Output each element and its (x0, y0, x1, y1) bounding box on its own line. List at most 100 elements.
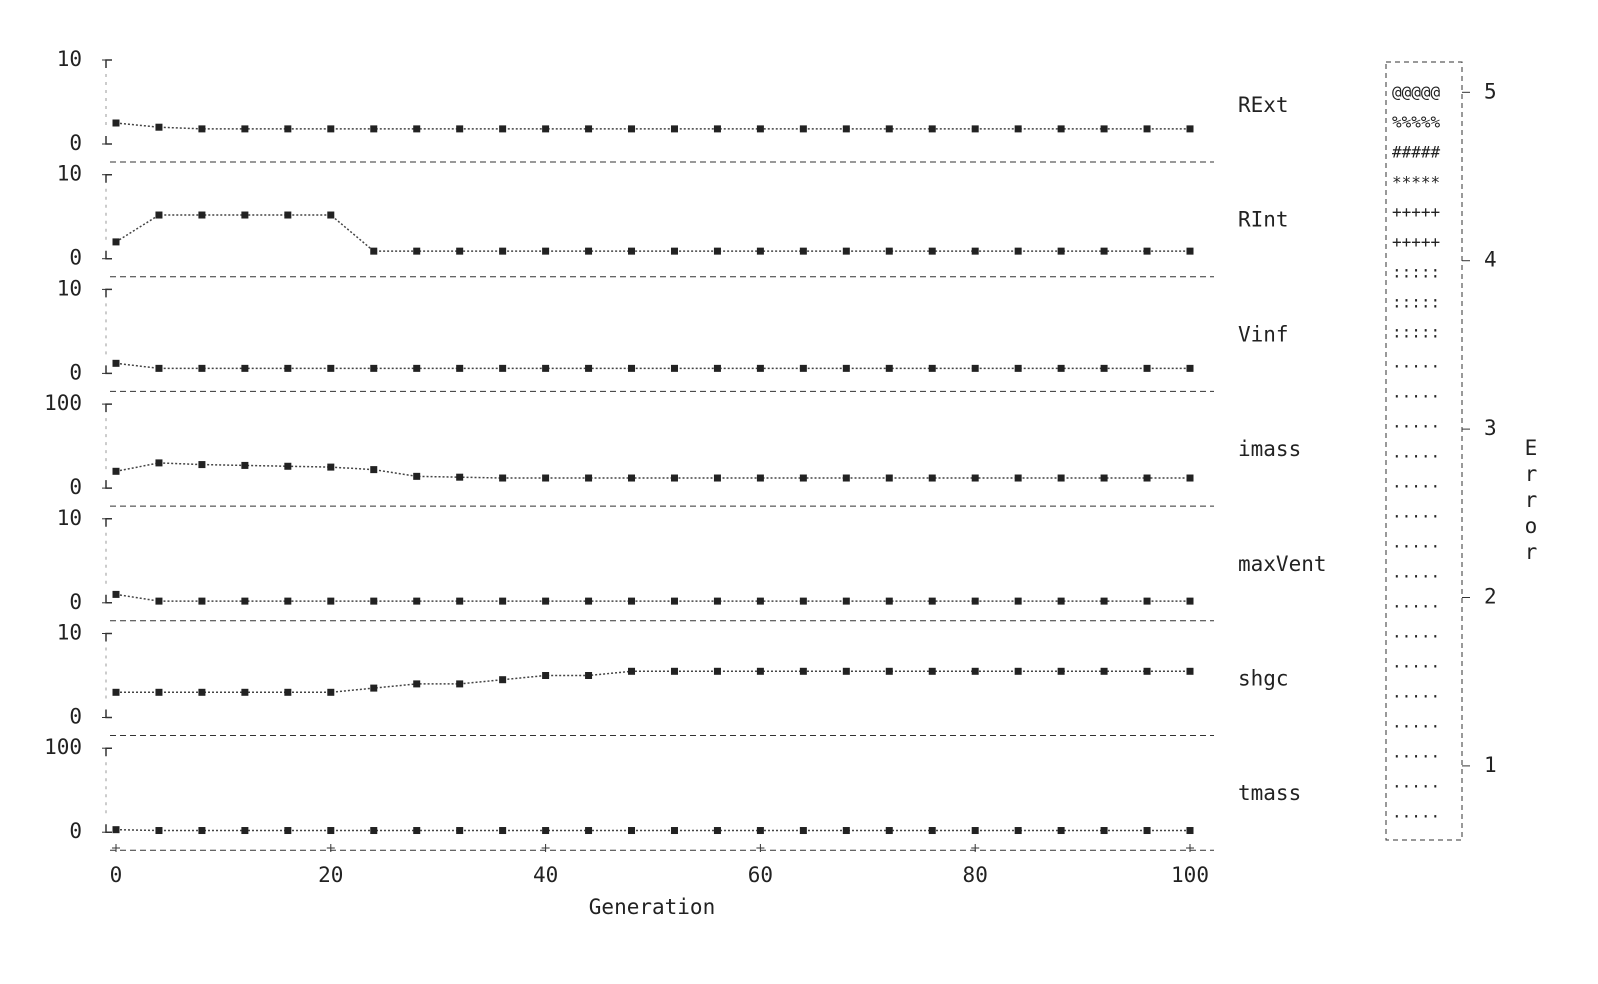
point (885, 827, 893, 835)
point (842, 247, 850, 255)
point (628, 474, 636, 482)
point (928, 247, 936, 255)
point (842, 125, 850, 133)
point (284, 462, 292, 470)
point (241, 688, 249, 696)
colorbar-symbol: ..... (1392, 683, 1440, 702)
point (499, 247, 507, 255)
point (799, 597, 807, 605)
trace (115, 214, 1190, 252)
point (971, 247, 979, 255)
point (1143, 827, 1151, 835)
y-tick-label: 10 (57, 506, 82, 530)
colorbar-tick-label: 5 (1484, 79, 1497, 103)
point (756, 247, 764, 255)
point (155, 211, 163, 219)
point (327, 688, 335, 696)
point (1186, 247, 1194, 255)
colorbar-symbol: ..... (1392, 503, 1440, 522)
point (799, 474, 807, 482)
y-tick-label: 0 (69, 819, 82, 843)
point (198, 364, 206, 372)
colorbar-symbol: ..... (1392, 593, 1440, 612)
colorbar-symbol: ..... (1392, 383, 1440, 402)
x-tick-label: 20 (318, 863, 343, 887)
point (542, 672, 550, 679)
point (1100, 827, 1108, 835)
y-tick-label: 0 (69, 590, 82, 614)
point (713, 125, 721, 133)
colorbar-tick-label: 2 (1484, 585, 1497, 609)
point (413, 125, 421, 133)
colorbar-symbol: ..... (1392, 563, 1440, 582)
point (928, 667, 936, 675)
point (327, 463, 335, 471)
point (284, 364, 292, 372)
point (542, 474, 550, 482)
point (885, 474, 893, 482)
colorbar-symbol: ***** (1392, 173, 1440, 192)
point (1014, 364, 1022, 372)
point (713, 827, 721, 835)
point (713, 364, 721, 372)
point (670, 125, 678, 133)
y-tick-label: 10 (57, 621, 82, 645)
point (241, 461, 249, 469)
point (1186, 667, 1194, 675)
y-tick-label: 0 (69, 360, 82, 384)
point (971, 125, 979, 133)
point (155, 123, 163, 131)
panel-label: RExt (1238, 93, 1289, 117)
colorbar-symbol: ..... (1392, 743, 1440, 762)
point (799, 827, 807, 835)
point (327, 364, 335, 372)
point (198, 688, 206, 696)
point (1143, 125, 1151, 133)
colorbar-symbol: ..... (1392, 533, 1440, 552)
point (1186, 474, 1194, 482)
point (885, 247, 893, 255)
colorbar-symbol: ..... (1392, 473, 1440, 492)
point (112, 467, 120, 475)
point (971, 667, 979, 675)
x-tick (756, 844, 765, 852)
point (413, 247, 421, 255)
point (370, 827, 378, 835)
trace (116, 670, 1190, 694)
point (628, 827, 636, 835)
point (542, 364, 550, 372)
point (370, 247, 378, 255)
trace (115, 122, 1190, 130)
point (1100, 474, 1108, 482)
point (756, 125, 764, 133)
x-tick-label: 100 (1171, 863, 1209, 887)
point (1057, 247, 1065, 255)
point (1143, 597, 1151, 605)
point (1057, 597, 1065, 605)
point (628, 125, 636, 133)
point (112, 359, 120, 367)
point (327, 597, 335, 605)
x-tick (1186, 844, 1194, 852)
point (885, 125, 893, 133)
panel-bracket (105, 747, 112, 833)
point (1057, 364, 1065, 372)
point (1186, 125, 1194, 133)
point (155, 459, 163, 467)
y-tick-label: 0 (69, 246, 82, 270)
point (713, 474, 721, 482)
y-tick-label: 100 (44, 735, 82, 759)
colorbar-symbol: ::::: (1392, 293, 1440, 312)
point (284, 688, 292, 696)
point (1100, 667, 1108, 675)
point (585, 125, 593, 133)
trace (115, 462, 1190, 479)
panel-label: Vinf (1238, 322, 1289, 346)
point (542, 827, 550, 835)
point (413, 597, 421, 605)
colorbar-tick-label: 3 (1484, 416, 1497, 440)
point (1057, 827, 1065, 835)
point (1143, 667, 1151, 675)
panel-bracket (105, 59, 112, 145)
y-tick-label: 0 (69, 705, 82, 729)
